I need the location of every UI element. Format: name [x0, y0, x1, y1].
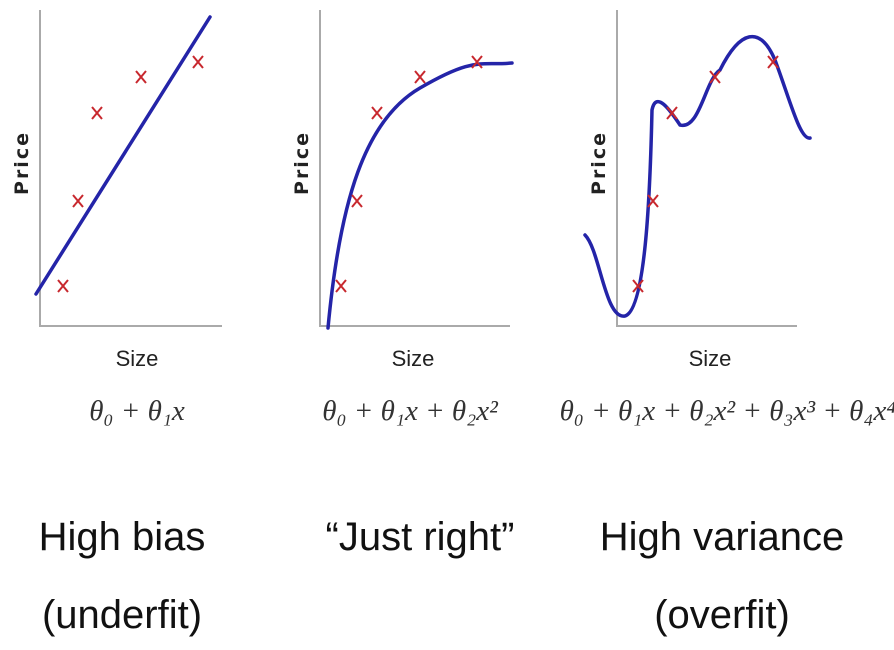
y-label: Price	[11, 131, 33, 195]
caption: (underfit)	[42, 593, 202, 637]
axes	[319, 10, 510, 327]
formula: θ₀ + θ₁x	[89, 395, 185, 427]
data-points	[335, 55, 483, 293]
caption: High variance	[600, 515, 845, 559]
axes	[39, 10, 222, 327]
y-label: Price	[291, 131, 313, 195]
formula: θ₀ + θ₁x + θ₂x²	[322, 395, 499, 427]
fit-curve	[34, 15, 212, 296]
x-label: Size	[392, 346, 435, 371]
panel: Price Size θ₀ + θ₁x + θ₂x² “Just right”	[291, 10, 514, 559]
data-points	[632, 55, 779, 293]
axes	[616, 10, 797, 327]
x-label: Size	[116, 346, 159, 371]
x-label: Size	[689, 346, 732, 371]
panel: Price Size θ₀ + θ₁x + θ₂x² + θ₃x³ + θ₄x⁴…	[560, 10, 894, 637]
data-points	[57, 55, 204, 293]
fit-curve	[583, 34, 812, 318]
panel: Price Size θ₀ + θ₁x High bias (underfit)	[11, 10, 222, 637]
formula: θ₀ + θ₁x + θ₂x² + θ₃x³ + θ₄x⁴	[560, 395, 894, 427]
caption: “Just right”	[326, 515, 515, 559]
y-label: Price	[588, 131, 610, 195]
fit-curve	[326, 61, 514, 330]
caption: (overfit)	[654, 593, 790, 637]
caption: High bias	[39, 515, 206, 559]
